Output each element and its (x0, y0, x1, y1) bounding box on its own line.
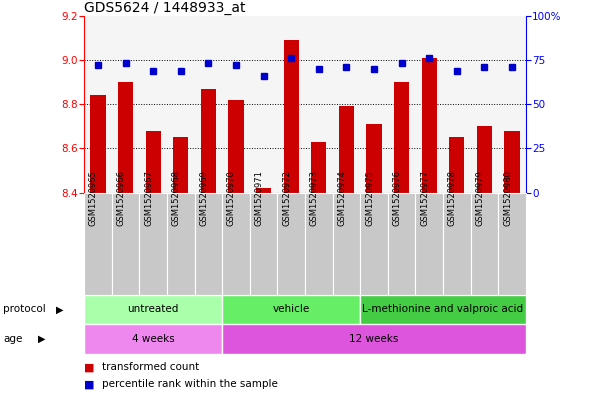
Text: age: age (3, 334, 22, 344)
Bar (90, 95, 106, 193)
Text: GSM1520967: GSM1520967 (144, 170, 153, 226)
Text: untreated: untreated (127, 305, 179, 314)
Text: GSM1520980: GSM1520980 (503, 170, 512, 226)
Text: GSM1520965: GSM1520965 (89, 170, 98, 226)
Text: GSM1520969: GSM1520969 (200, 170, 209, 226)
Text: GSM1520973: GSM1520973 (310, 170, 319, 226)
Text: ■: ■ (84, 379, 94, 389)
Bar (222, 295, 360, 324)
Text: protocol: protocol (3, 305, 46, 314)
Bar (139, 193, 167, 295)
Bar (84, 295, 222, 324)
Text: GSM1520971: GSM1520971 (255, 170, 264, 226)
Bar (422, 58, 437, 193)
Bar (311, 142, 326, 193)
Bar (201, 89, 216, 193)
Bar (498, 193, 526, 295)
Bar (332, 193, 360, 295)
Bar (256, 188, 271, 193)
Text: GDS5624 / 1448933_at: GDS5624 / 1448933_at (84, 1, 246, 15)
Text: percentile rank within the sample: percentile rank within the sample (102, 379, 278, 389)
Bar (228, 100, 243, 193)
Text: GSM1520978: GSM1520978 (448, 170, 457, 226)
Text: GSM1520977: GSM1520977 (420, 170, 429, 226)
Text: vehicle: vehicle (273, 305, 310, 314)
Text: GSM1520970: GSM1520970 (227, 170, 236, 226)
Text: ▶: ▶ (38, 334, 45, 344)
Text: transformed count: transformed count (102, 362, 200, 373)
Bar (305, 193, 332, 295)
Bar (118, 82, 133, 193)
Bar (415, 193, 443, 295)
Text: ▶: ▶ (56, 305, 63, 314)
Bar (450, 137, 465, 193)
Bar (388, 193, 415, 295)
Text: 12 weeks: 12 weeks (349, 334, 398, 344)
Text: 4 weeks: 4 weeks (132, 334, 174, 344)
Bar (394, 82, 409, 193)
Text: GSM1520976: GSM1520976 (392, 170, 401, 226)
Bar (222, 193, 250, 295)
Text: GSM1520968: GSM1520968 (172, 170, 181, 226)
Bar (250, 193, 278, 295)
Text: GSM1520966: GSM1520966 (117, 170, 126, 226)
Bar (112, 193, 139, 295)
Bar (360, 193, 388, 295)
Bar (195, 193, 222, 295)
Bar (278, 193, 305, 295)
Bar (367, 124, 382, 193)
Bar (443, 193, 471, 295)
Bar (339, 107, 354, 193)
Text: GSM1520974: GSM1520974 (337, 170, 346, 226)
Text: GSM1520972: GSM1520972 (282, 170, 291, 226)
Bar (471, 193, 498, 295)
Bar (504, 130, 520, 193)
Bar (477, 126, 492, 193)
Bar (360, 295, 526, 324)
Bar (84, 324, 222, 354)
Bar (145, 130, 160, 193)
Bar (284, 40, 299, 193)
Text: ■: ■ (84, 362, 94, 373)
Bar (173, 137, 188, 193)
Bar (222, 324, 526, 354)
Text: L-methionine and valproic acid: L-methionine and valproic acid (362, 305, 523, 314)
Text: GSM1520975: GSM1520975 (365, 170, 374, 226)
Bar (84, 193, 112, 295)
Bar (167, 193, 195, 295)
Text: GSM1520979: GSM1520979 (475, 170, 484, 226)
